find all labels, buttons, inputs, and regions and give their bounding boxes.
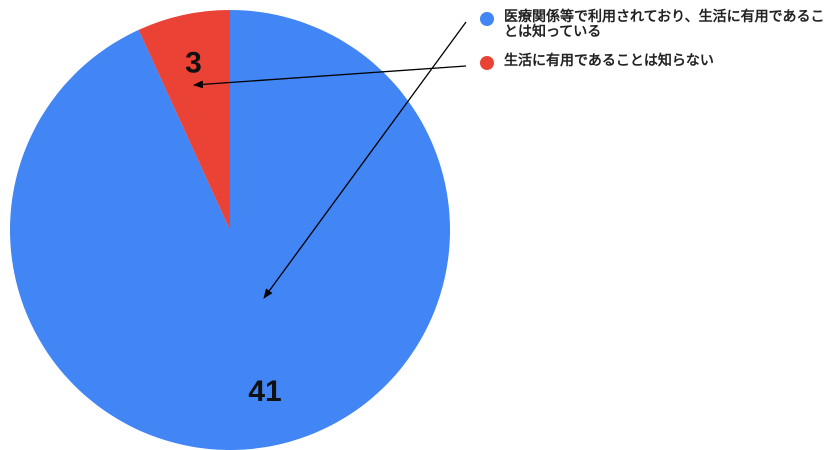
legend-item-1: 生活に有用であることは知らない (480, 54, 825, 70)
legend-swatch-0 (480, 12, 494, 26)
legend-label-0: 医療関係等で利用されており、生活に有用であることは知っている (504, 9, 825, 40)
annotation-arrow-1 (193, 65, 467, 89)
legend: 医療関係等で利用されており、生活に有用であることは知っている 生活に有用であるこ… (480, 10, 825, 84)
legend-label-1: 生活に有用であることは知らない (504, 53, 714, 69)
data-label-slice-0: 41 (248, 375, 281, 408)
pie-slice-0 (10, 10, 450, 450)
legend-item-0: 医療関係等で利用されており、生活に有用であることは知っている (480, 10, 825, 40)
legend-swatch-1 (480, 56, 494, 70)
pie-slice-1 (138, 10, 230, 230)
data-label-slice-1: 3 (185, 46, 202, 79)
